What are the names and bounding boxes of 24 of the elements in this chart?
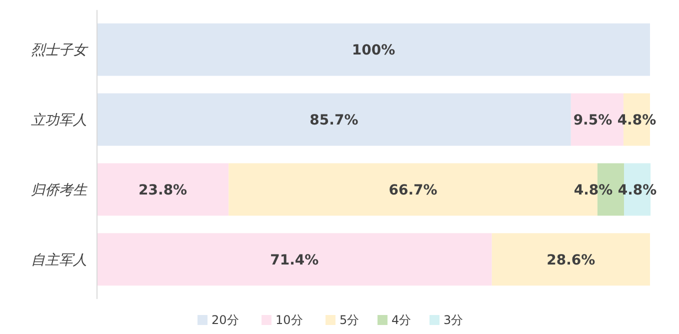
y-tick-label: 立功军人 [31, 112, 87, 128]
data-label: 85.7% [310, 112, 358, 128]
data-label: 4.8% [617, 112, 656, 128]
legend-label: 5分 [340, 313, 360, 328]
data-label: 23.8% [138, 182, 188, 198]
bar [97, 23, 650, 76]
data-label: 9.5% [573, 112, 612, 128]
data-label: 66.7% [388, 182, 438, 198]
y-tick-label: 归侨考生 [31, 182, 88, 198]
y-tick-label: 烈士子女 [31, 42, 89, 59]
y-tick-label: 自主军人 [31, 252, 87, 268]
legend-label: 10分 [276, 313, 303, 328]
bar [97, 233, 492, 286]
data-label: 28.6% [546, 252, 596, 268]
legend-label: 4分 [392, 313, 412, 328]
legend-label: 3分 [444, 313, 464, 328]
data-label: 100% [352, 42, 396, 59]
data-label: 71.4% [270, 252, 319, 268]
legend-label: 20分 [212, 313, 239, 328]
bar [97, 163, 229, 216]
data-label: 4.8% [574, 182, 613, 198]
bar [492, 233, 650, 286]
bar [97, 93, 571, 146]
data-label: 4.8% [618, 182, 657, 198]
